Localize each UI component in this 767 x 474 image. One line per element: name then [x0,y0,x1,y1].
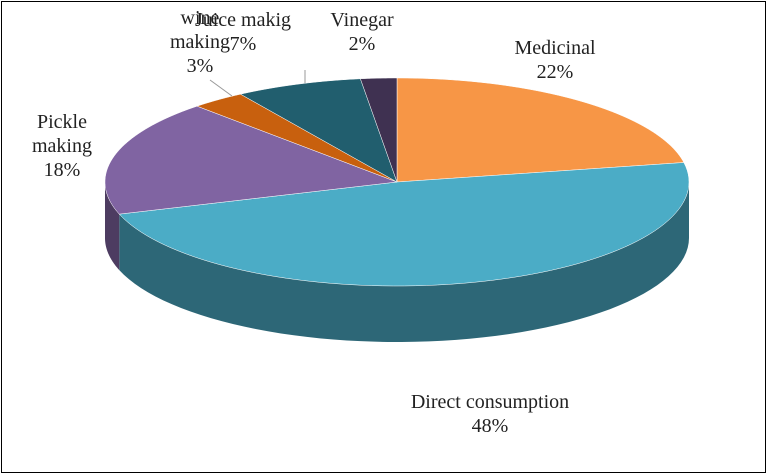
slice [360,77,398,183]
slice-side [105,182,120,271]
slice [118,162,690,287]
category-label: Pickle making [32,111,92,157]
slice [239,78,398,183]
value-label: 3% [186,55,214,77]
value-label: 22% [536,61,574,83]
category-label: wine making [170,7,230,53]
slice-side [119,182,689,342]
data-label: Direct consumption 48% [410,390,570,438]
slice [104,105,398,215]
slice [196,93,398,183]
data-label: wine making 3% [160,6,240,78]
value-label: 7% [229,33,257,55]
data-label: Pickle making 18% [22,110,102,182]
category-label: Vinegar [330,9,394,31]
value-label: 2% [348,33,376,55]
category-label: Juice makig [194,9,292,31]
data-label: Juice makig 7% [183,8,303,56]
slice [396,77,685,183]
data-label: Vinegar 2% [317,8,407,56]
data-label: Medicinal 22% [500,36,610,84]
category-label: Direct consumption [410,391,570,413]
value-label: 18% [43,159,81,181]
leader-line [209,79,233,97]
category-label: Medicinal [514,37,596,59]
value-label: 48% [471,415,509,437]
